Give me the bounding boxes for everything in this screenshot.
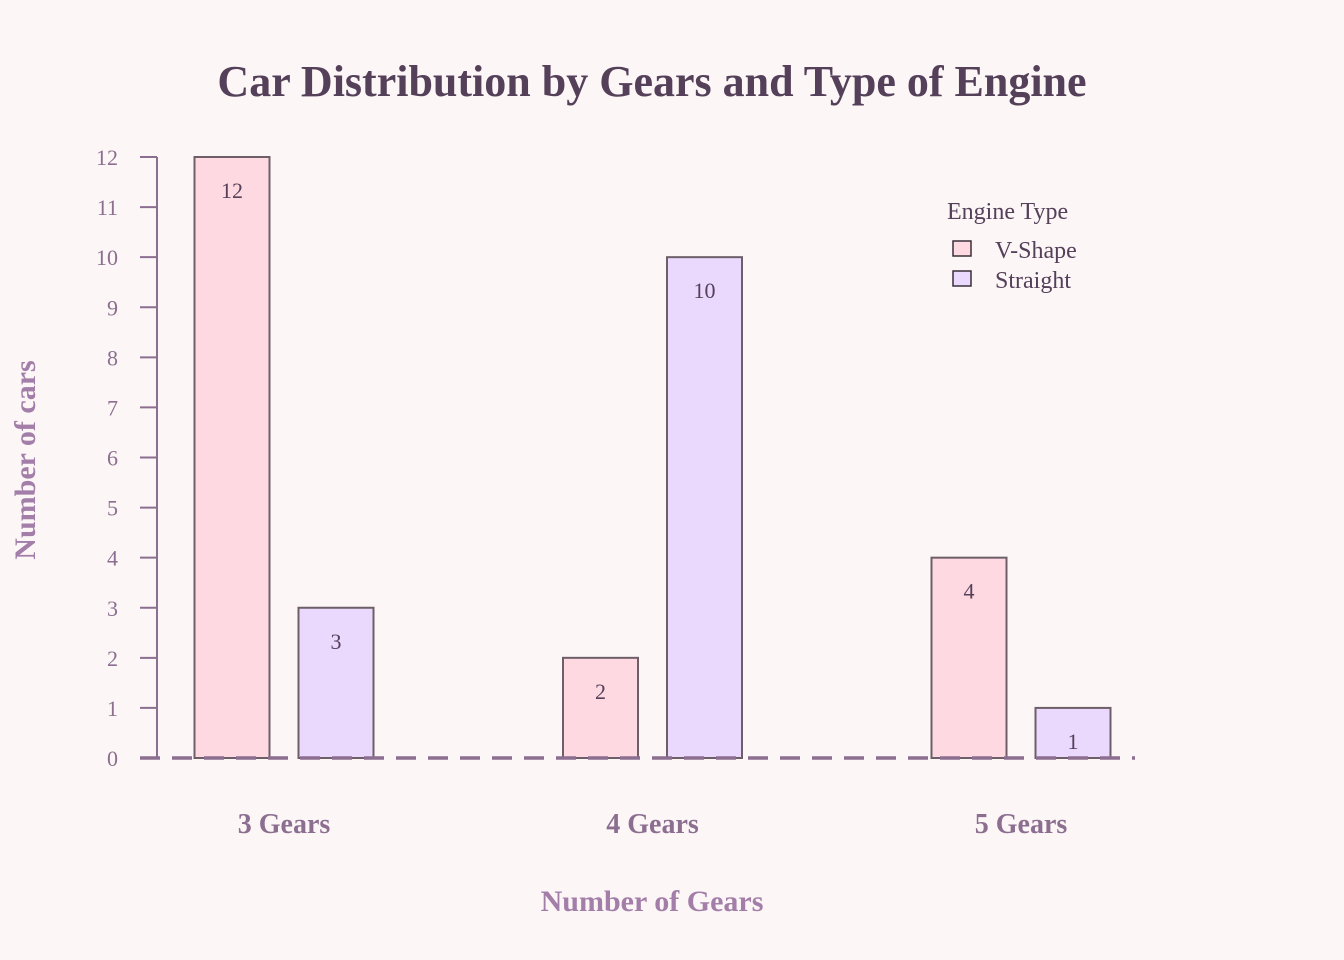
bar-straight	[666, 256, 743, 759]
data-label: 10	[694, 278, 716, 303]
legend: Engine Type V-Shape Straight	[947, 199, 1077, 294]
x-tick-label: 5 Gears	[975, 809, 1068, 840]
y-tick-label: 10	[96, 245, 118, 270]
bar-v-shape	[193, 156, 271, 759]
x-tick-label: 4 Gears	[606, 809, 699, 840]
y-axis-title: Number of cars	[9, 360, 42, 559]
bar-straight	[297, 606, 375, 759]
y-tick-label: 7	[107, 395, 118, 420]
data-label: 12	[221, 178, 243, 203]
y-tick-label: 2	[107, 646, 118, 671]
y-tick-label: 3	[107, 596, 118, 621]
data-label: 1	[1068, 729, 1079, 754]
x-tick-label: 3 Gears	[238, 809, 331, 840]
legend-swatch	[952, 270, 972, 287]
legend-title: Engine Type	[947, 199, 1068, 225]
y-tick-label: 12	[96, 145, 118, 170]
y-tick-label: 8	[107, 345, 118, 370]
bar-v-shape	[930, 556, 1008, 760]
x-axis-title: Number of Gears	[541, 885, 764, 918]
data-label: 3	[331, 629, 342, 654]
data-label: 2	[595, 679, 606, 704]
chart-title: Car Distribution by Gears and Type of En…	[217, 57, 1086, 106]
legend-swatch	[952, 240, 972, 257]
legend-label: V-Shape	[995, 238, 1077, 264]
bar-v-shape	[562, 656, 639, 759]
legend-label: Straight	[995, 268, 1071, 294]
data-label: 4	[964, 579, 975, 604]
y-tick-label: 0	[107, 746, 118, 771]
x-axis-labels: 3 Gears 4 Gears 5 Gears	[238, 809, 1068, 840]
y-tick-label: 6	[107, 446, 118, 471]
y-tick-label: 9	[107, 295, 118, 320]
bar-straight	[1034, 706, 1112, 760]
y-tick-label: 1	[107, 696, 118, 721]
y-tick-label: 5	[107, 496, 118, 521]
y-tick-label: 4	[107, 546, 118, 571]
bars-group: 12 3 2 10 4 1	[193, 156, 1112, 760]
y-tick-label: 11	[97, 195, 118, 220]
